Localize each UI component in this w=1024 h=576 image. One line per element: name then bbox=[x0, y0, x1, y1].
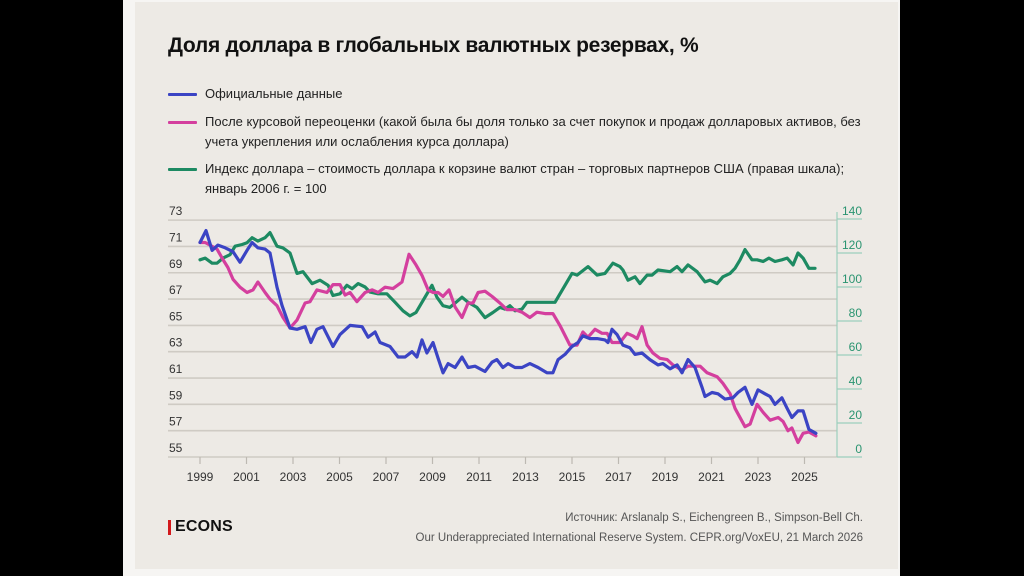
y-right-tick-label: 140 bbox=[842, 204, 862, 218]
logo-accent-bar bbox=[168, 519, 171, 535]
y-left-tick-label: 73 bbox=[169, 204, 183, 218]
y-left-tick-label: 59 bbox=[169, 388, 183, 402]
x-tick-label: 2017 bbox=[605, 470, 632, 484]
x-tick-label: 1999 bbox=[187, 470, 214, 484]
y-left-tick-label: 61 bbox=[169, 362, 183, 376]
y-left-tick-label: 69 bbox=[169, 257, 183, 271]
source-note: Источник: Arslanalp S., Eichengreen B., … bbox=[416, 508, 863, 548]
legend-label-official: Официальные данные bbox=[205, 86, 343, 101]
y-left-tick-label: 57 bbox=[169, 415, 183, 429]
x-tick-label: 2023 bbox=[745, 470, 772, 484]
source-line-2: Our Underappreciated International Reser… bbox=[415, 532, 863, 544]
y-left-tick-label: 71 bbox=[169, 230, 183, 244]
source-line-1: Источник: Arslanalp S., Eichengreen B., … bbox=[565, 512, 863, 524]
legend-swatch-official bbox=[168, 93, 197, 96]
y-right-tick-label: 0 bbox=[855, 442, 862, 456]
x-tick-label: 2019 bbox=[652, 470, 679, 484]
x-tick-label: 2009 bbox=[419, 470, 446, 484]
legend-swatch-dollar-index bbox=[168, 168, 197, 171]
legend-swatch-revaluation bbox=[168, 121, 197, 124]
series-line-official bbox=[198, 229, 818, 435]
y-right-tick-label: 60 bbox=[849, 340, 863, 354]
chart-title: Доля доллара в глобальных валютных резер… bbox=[168, 34, 699, 57]
x-tick-label: 2021 bbox=[698, 470, 725, 484]
y-right-tick-label: 120 bbox=[842, 238, 862, 252]
x-tick-label: 2013 bbox=[512, 470, 539, 484]
y-left-tick-label: 67 bbox=[169, 283, 183, 297]
x-tick-label: 2025 bbox=[791, 470, 818, 484]
y-left-tick-label: 65 bbox=[169, 309, 183, 323]
y-left-tick-label: 55 bbox=[169, 441, 183, 455]
y-right-tick-label: 100 bbox=[842, 272, 862, 286]
y-right-tick-label: 40 bbox=[849, 374, 863, 388]
legend-label-revaluation: После курсовой переоценки (какой была бы… bbox=[205, 114, 861, 149]
x-tick-label: 2007 bbox=[373, 470, 400, 484]
y-left-tick-label: 63 bbox=[169, 336, 183, 350]
x-tick-label: 2005 bbox=[326, 470, 353, 484]
x-tick-label: 2001 bbox=[233, 470, 260, 484]
x-tick-label: 2003 bbox=[280, 470, 307, 484]
series-line-dollar-index bbox=[198, 231, 817, 320]
y-right-tick-label: 20 bbox=[849, 408, 863, 422]
x-tick-label: 2015 bbox=[559, 470, 586, 484]
logo-text: ECONS bbox=[175, 518, 233, 535]
econs-logo: ECONS bbox=[168, 517, 233, 537]
y-right-tick-label: 80 bbox=[849, 306, 863, 320]
series-line-revaluation bbox=[198, 240, 818, 445]
legend-label-dollar-index: Индекс доллара – стоимость доллара к кор… bbox=[205, 161, 845, 196]
x-tick-label: 2011 bbox=[466, 470, 492, 484]
